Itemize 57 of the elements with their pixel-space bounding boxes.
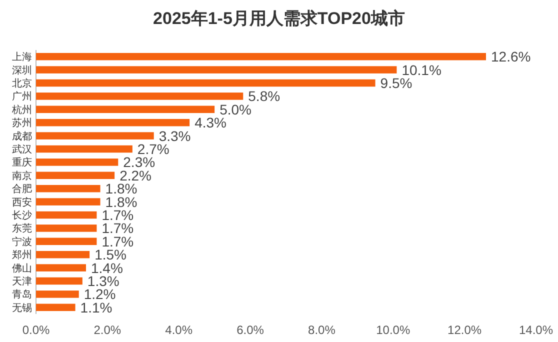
bar [36, 118, 190, 126]
data-label: 9.5% [380, 75, 412, 91]
y-tick-label: 无锡 [12, 302, 32, 314]
y-tick-label: 深圳 [12, 64, 32, 76]
y-tick-label: 武汉 [12, 144, 32, 156]
y-tick-label: 西安 [12, 196, 32, 208]
y-tick-label: 合肥 [12, 183, 32, 196]
data-label: 12.6% [491, 48, 531, 65]
x-tick-label: 10.0% [376, 323, 410, 337]
data-label: 1.3% [87, 273, 120, 289]
chart-title: 2025年1-5月用人需求TOP20城市 [153, 9, 405, 28]
data-label: 1.7% [102, 207, 134, 223]
bar [36, 132, 154, 140]
bar [36, 224, 97, 232]
y-tick-label: 成都 [12, 130, 32, 142]
x-tick-label: 6.0% [236, 323, 264, 337]
y-tick-label: 郑州 [12, 249, 32, 262]
x-tick-label: 14.0% [518, 323, 554, 337]
bar [36, 184, 100, 192]
bar [36, 145, 132, 153]
y-tick-label: 杭州 [11, 104, 32, 116]
y-tick-label: 青岛 [12, 288, 32, 301]
y-tick-label: 重庆 [12, 156, 32, 169]
bar [36, 304, 76, 312]
x-tick-label: 4.0% [165, 323, 193, 337]
x-tick-label: 0.0% [22, 323, 50, 337]
y-tick-label: 长沙 [12, 210, 32, 222]
bar [36, 52, 486, 60]
bar [36, 158, 118, 166]
bar [36, 106, 215, 114]
data-label: 2.7% [137, 141, 170, 157]
bar [36, 211, 97, 219]
bar [36, 92, 244, 100]
y-tick-label: 北京 [12, 78, 32, 90]
x-tick-label: 2.0% [94, 323, 122, 337]
bar [36, 172, 115, 180]
bar [36, 277, 82, 285]
data-label: 4.3% [194, 114, 226, 131]
bar [36, 250, 90, 258]
y-tick-label: 宁波 [12, 236, 32, 248]
bar [36, 66, 397, 74]
data-label: 10.1% [402, 62, 442, 78]
y-tick-label: 上海 [12, 51, 32, 64]
x-tick-label: 8.0% [308, 323, 336, 337]
y-tick-label: 东莞 [12, 222, 32, 235]
y-tick-label: 佛山 [12, 262, 32, 274]
x-tick-label: 12.0% [448, 323, 482, 337]
y-tick-label: 天津 [12, 276, 32, 288]
data-label: 3.3% [158, 128, 191, 144]
bar [36, 79, 376, 87]
bar [36, 264, 86, 272]
y-tick-label: 南京 [12, 170, 32, 182]
y-tick-label: 广州 [12, 90, 32, 103]
y-tick-label: 苏州 [12, 117, 32, 130]
bar [36, 238, 97, 246]
bar [36, 198, 100, 206]
bar [36, 290, 79, 298]
